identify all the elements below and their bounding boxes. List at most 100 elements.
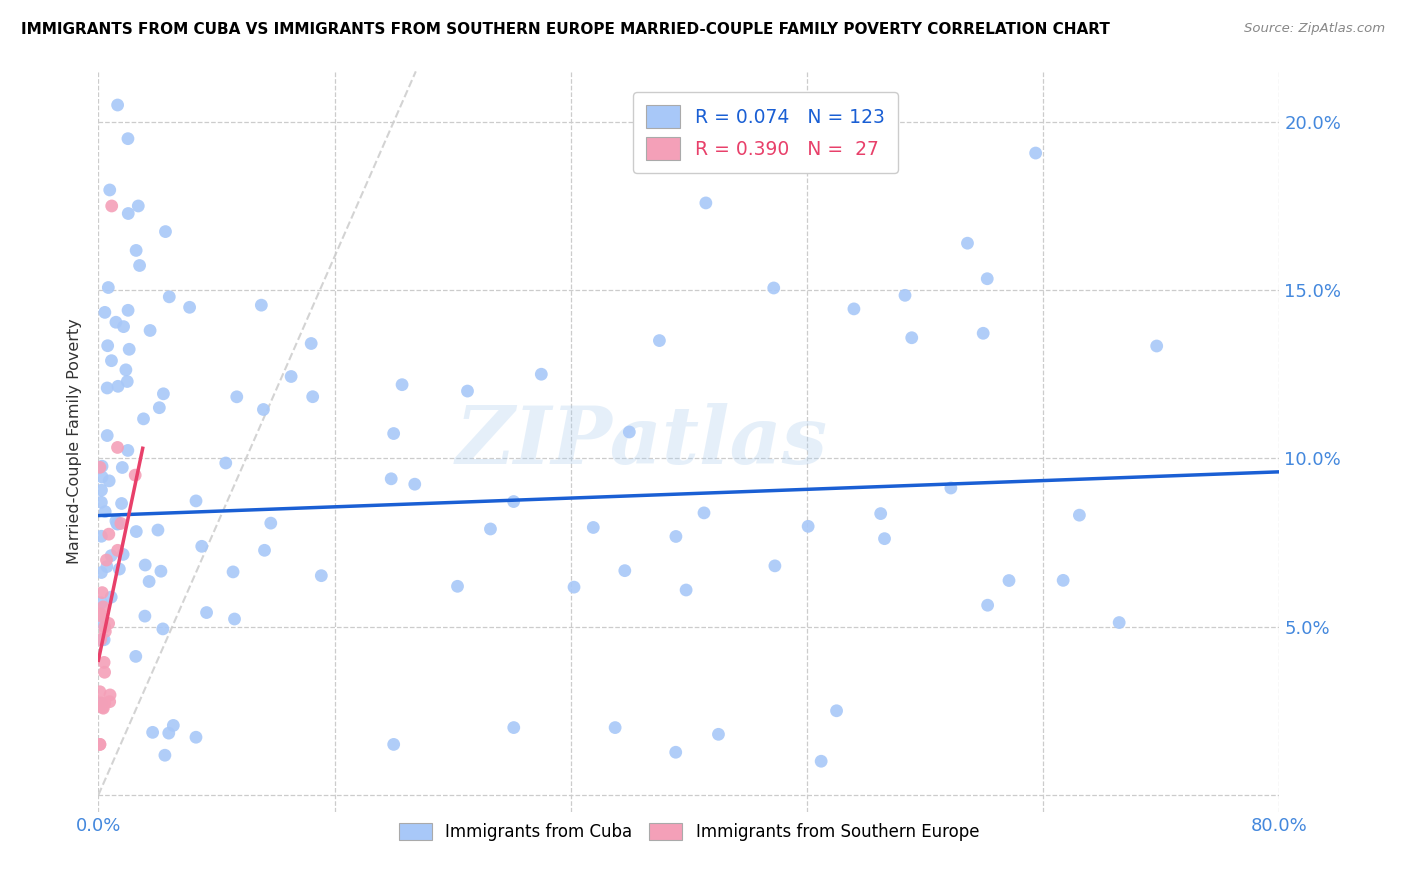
Point [146,523,169,537]
Point [763,558,786,573]
Point [125,244,148,258]
Point [562,580,585,594]
Point [91,700,114,714]
Point [90,632,112,647]
Point [675,582,697,597]
Point [797,519,820,533]
Point [128,259,150,273]
Point [280,369,302,384]
Point [91,632,114,647]
Point [134,558,156,572]
Point [111,460,134,475]
Point [90,483,112,498]
Point [117,131,139,145]
Point [98,183,121,197]
Point [810,754,832,768]
Point [224,612,246,626]
Point [98,474,121,488]
Point [956,236,979,251]
Point [157,726,180,740]
Point [900,331,922,345]
Point [260,516,283,530]
Point [976,271,998,285]
Point [613,564,636,578]
Point [96,428,118,442]
Text: ZIPatlas: ZIPatlas [456,403,828,480]
Point [148,401,170,415]
Point [873,532,896,546]
Point [93,620,115,634]
Point [582,520,605,534]
Point [1069,508,1091,523]
Point [825,704,848,718]
Point [842,301,865,316]
Point [97,280,120,294]
Point [299,336,322,351]
Point [1108,615,1130,630]
Point [153,748,176,763]
Point [253,543,276,558]
Point [118,343,141,357]
Point [117,443,139,458]
Point [90,609,112,624]
Point [605,721,627,735]
Point [93,696,115,710]
Point [107,516,129,531]
Point [939,481,962,495]
Point [225,390,247,404]
Point [100,199,122,213]
Point [112,319,135,334]
Point [1146,339,1168,353]
Point [457,384,479,398]
Point [190,539,212,553]
Point [502,721,524,735]
Point [100,353,122,368]
Point [195,606,218,620]
Point [94,505,117,519]
Point [149,564,172,578]
Point [972,326,994,341]
Point [157,290,180,304]
Point [89,738,111,752]
Point [91,459,114,474]
Text: Source: ZipAtlas.com: Source: ZipAtlas.com [1244,22,1385,36]
Point [117,206,139,220]
Point [112,548,135,562]
Point [695,196,717,211]
Text: IMMIGRANTS FROM CUBA VS IMMIGRANTS FROM SOUTHERN EUROPE MARRIED-COUPLE FAMILY PO: IMMIGRANTS FROM CUBA VS IMMIGRANTS FROM … [21,22,1109,37]
Point [96,559,118,574]
Point [998,574,1021,588]
Point [446,579,468,593]
Point [869,507,891,521]
Point [100,549,122,563]
Point [97,616,120,631]
Point [110,496,132,510]
Point [94,305,117,319]
Point [1025,146,1047,161]
Point [127,199,149,213]
Point [184,730,207,744]
Point [96,381,118,395]
Point [91,470,114,484]
Point [382,738,405,752]
Y-axis label: Married-Couple Family Poverty: Married-Couple Family Poverty [67,318,83,565]
Point [530,368,553,382]
Point [115,363,138,377]
Point [90,529,112,543]
Point [89,607,111,621]
Point [132,412,155,426]
Point [693,506,716,520]
Point [124,468,146,483]
Point [762,281,785,295]
Point [91,585,114,599]
Point [152,622,174,636]
Legend: Immigrants from Cuba, Immigrants from Southern Europe: Immigrants from Cuba, Immigrants from So… [392,816,986,847]
Point [90,566,112,580]
Point [382,426,405,441]
Point [1052,574,1074,588]
Point [125,524,148,539]
Point [117,375,139,389]
Point [502,494,524,508]
Point [976,598,998,612]
Point [619,425,641,439]
